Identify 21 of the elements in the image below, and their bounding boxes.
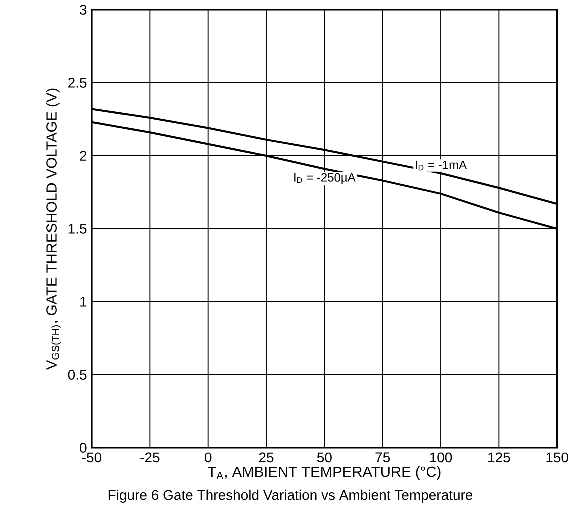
x-axis-title: T$_{A}$, AMBIENT TEMPERATURE (°C) xyxy=(208,466,441,480)
x-tick-label: 125 xyxy=(488,452,510,463)
x-tick-label: 75 xyxy=(376,452,390,462)
x-tick-label: 150 xyxy=(546,452,568,463)
y-tick-label: 1.5 xyxy=(68,224,87,234)
series-label: I$_{D}$ = -1mA xyxy=(416,160,468,171)
y-tick-label: 0 xyxy=(80,443,87,453)
y-tick-label: 3 xyxy=(80,5,87,15)
y-tick-label: 2 xyxy=(80,151,87,161)
x-tick-label: 100 xyxy=(430,452,452,463)
x-tick-label: 25 xyxy=(259,452,274,463)
y-tick-label: 0.5 xyxy=(68,370,87,380)
caption: Figure 6 Gate Threshold Variation vs Ambient Temperature xyxy=(108,490,473,503)
series-label: I$_{D}$ = -250µA xyxy=(294,173,356,184)
y-tick-label: 1 xyxy=(80,297,87,307)
x-tick-label: -25 xyxy=(140,452,160,463)
x-tick-label: 0 xyxy=(204,452,212,463)
x-tick-label: -50 xyxy=(82,452,102,463)
x-tick-label: 50 xyxy=(317,452,332,463)
y-tick-label: 2.5 xyxy=(68,78,87,88)
y-axis-title: V$_{GS(TH)}$, GATE THRESHOLD VOLTAGE (V) xyxy=(46,88,62,370)
